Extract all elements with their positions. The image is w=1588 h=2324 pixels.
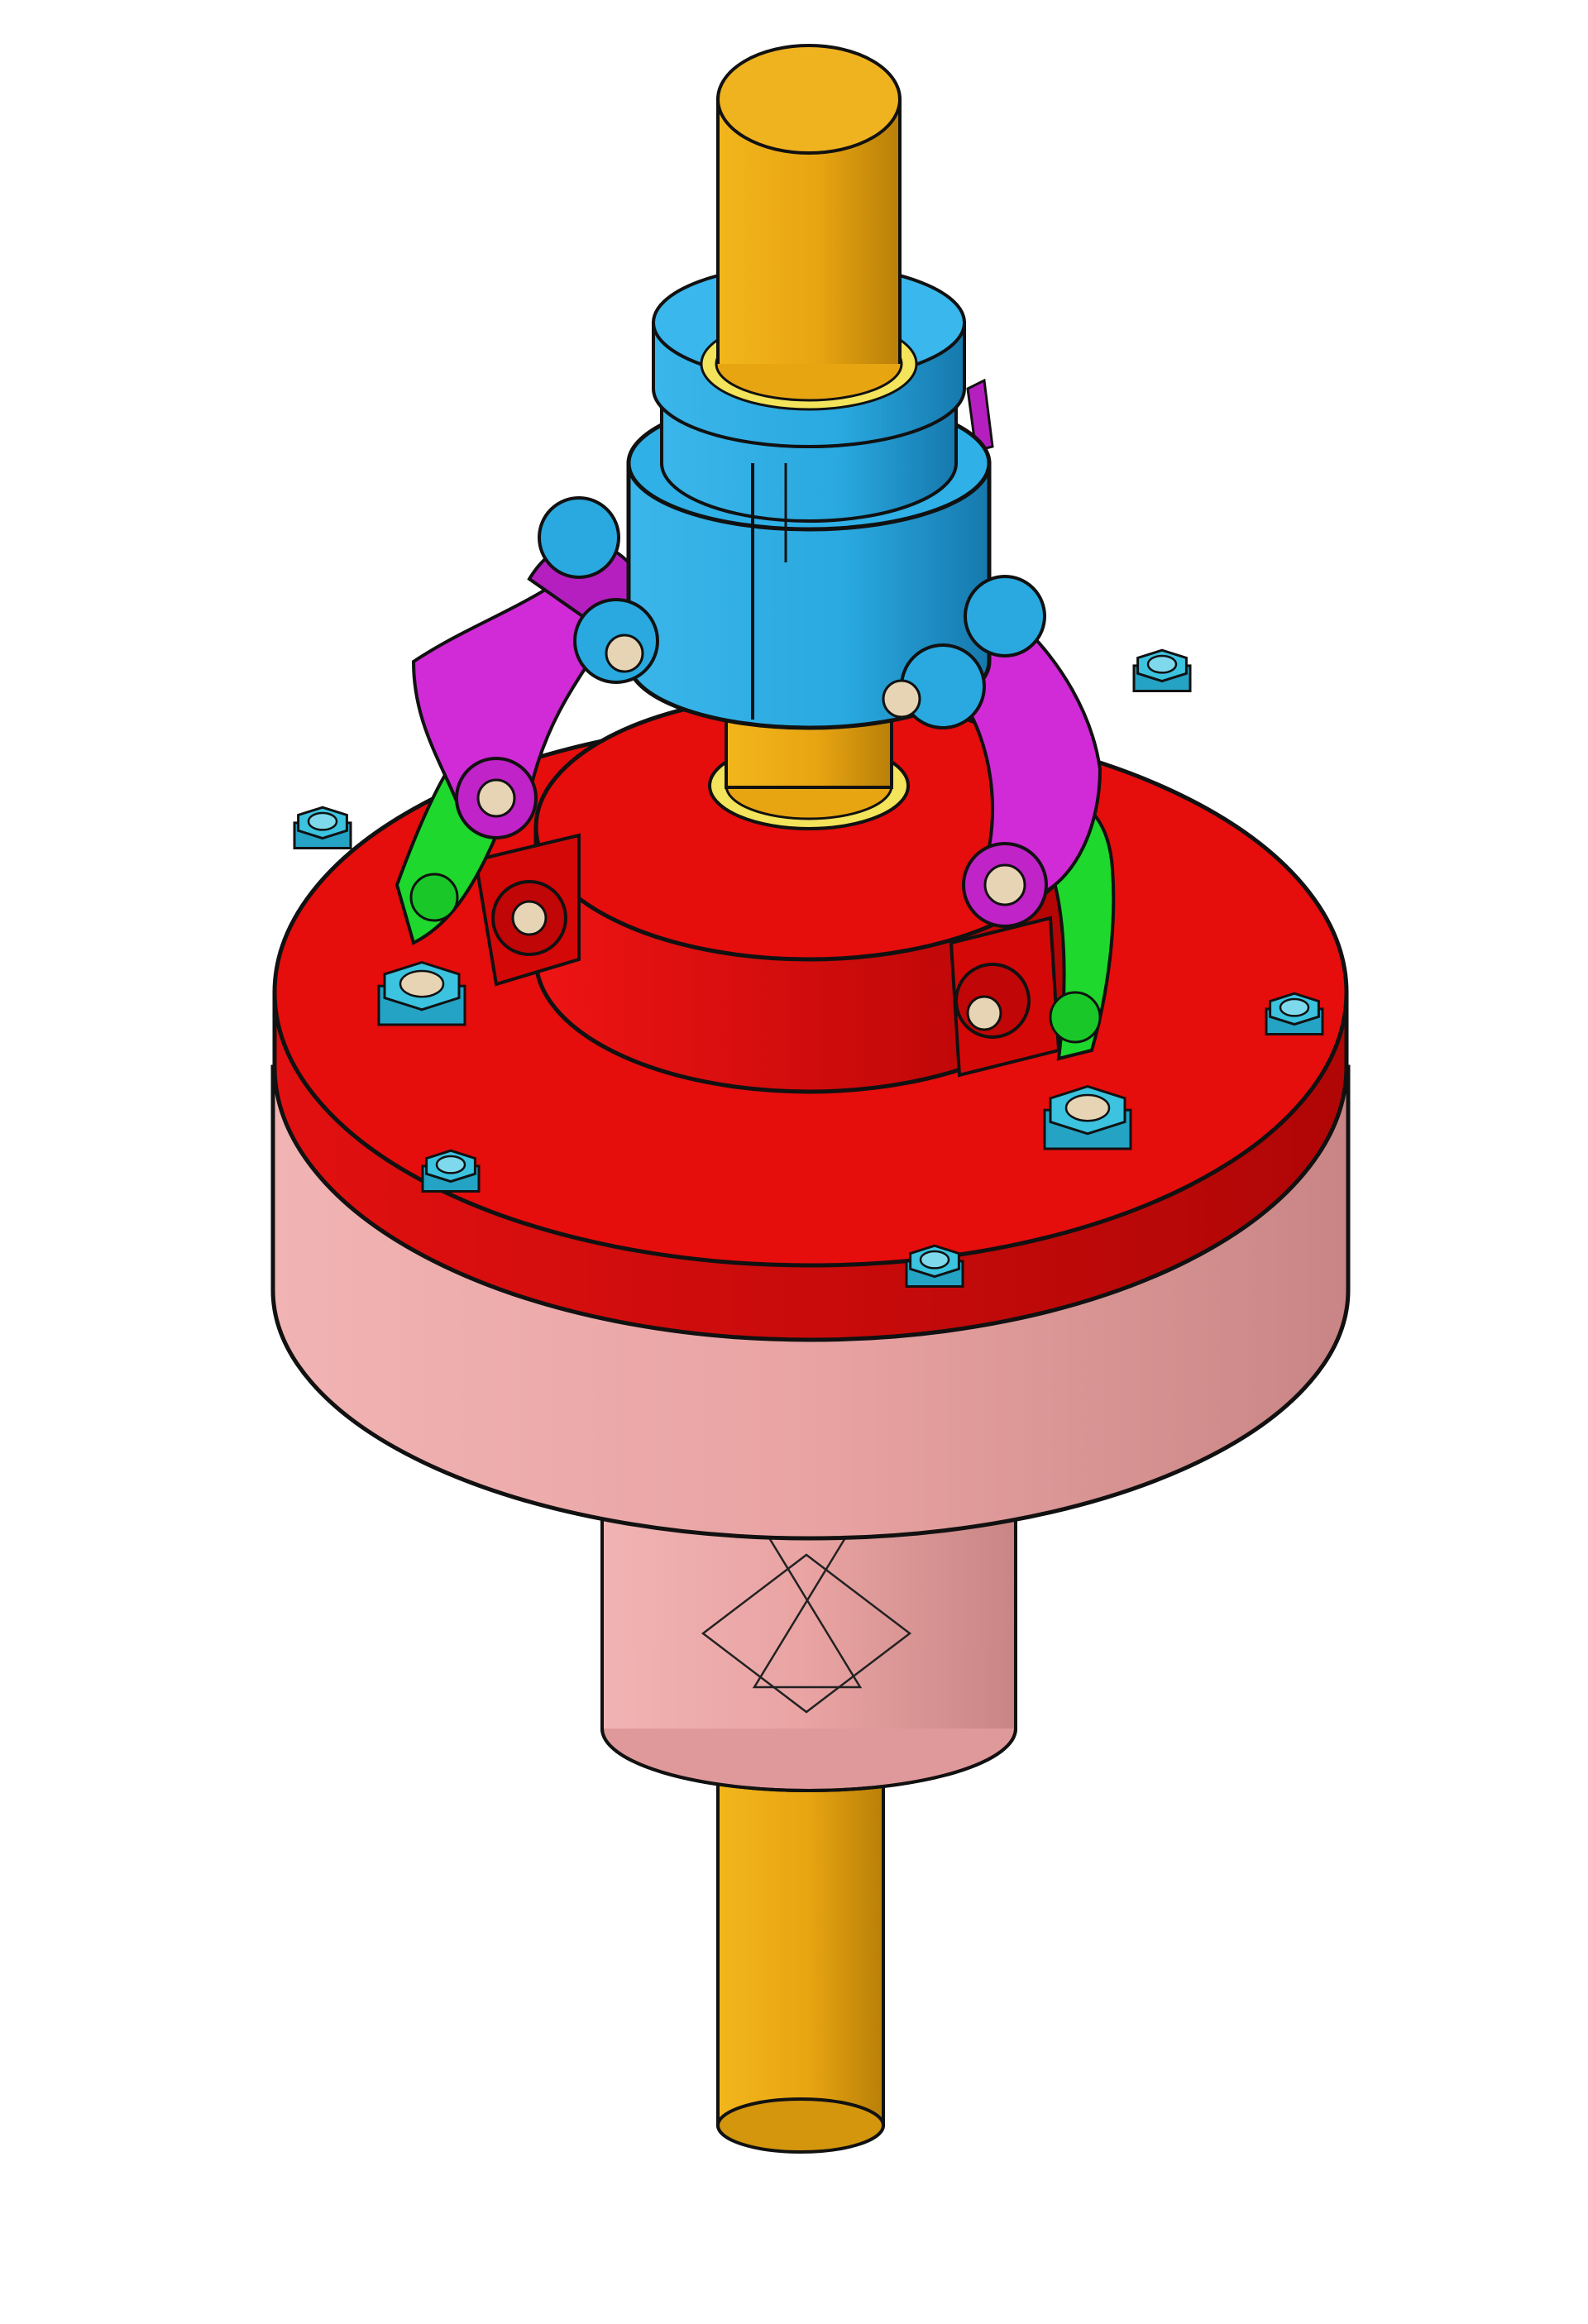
clevis-bracket-right <box>949 916 1061 1078</box>
flange-hub <box>533 692 1084 1094</box>
flange-bolts <box>293 648 1324 1289</box>
magenta-link-right <box>958 378 1103 928</box>
hex-nut-bolt <box>1132 648 1192 693</box>
hex-nut-bolt <box>905 1244 964 1289</box>
hex-nut-bolt <box>1265 992 1324 1036</box>
hex-nut-bolt <box>377 961 466 1026</box>
hex-nut-bolt <box>293 806 352 850</box>
hex-nut-bolt <box>421 1149 481 1193</box>
clevis-bracket-left <box>473 833 581 987</box>
hex-nut-bolt <box>1043 1085 1132 1150</box>
collar-lug-left <box>538 496 659 684</box>
collar-assembly <box>626 248 992 730</box>
collar-lug-right <box>882 575 1046 729</box>
